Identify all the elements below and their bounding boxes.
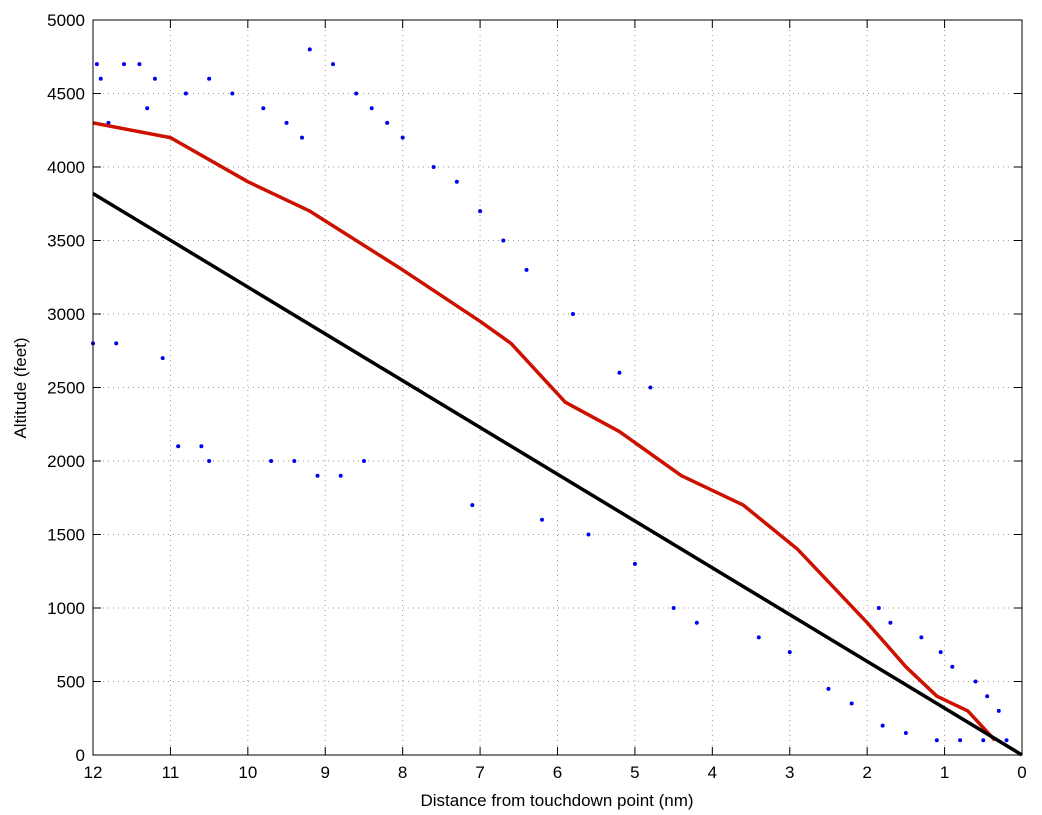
y-tick-label: 1000 (47, 599, 85, 618)
scatter-point (501, 238, 506, 243)
scatter-point (985, 694, 990, 699)
scatter-point (524, 267, 529, 272)
scatter-point (292, 459, 297, 463)
scatter-point (826, 686, 831, 691)
scatter-point (470, 503, 475, 508)
x-tick-label: 0 (1017, 763, 1026, 782)
scatter-point (938, 650, 943, 655)
scatter-point (586, 532, 591, 537)
scatter-point (950, 664, 955, 669)
scatter-point (694, 620, 699, 625)
scatter-point (648, 385, 653, 390)
scatter-point (919, 635, 924, 640)
scatter-point (183, 91, 188, 96)
scatter-point (207, 459, 212, 463)
scatter-point (385, 120, 390, 125)
scatter-point (261, 106, 266, 111)
x-tick-label: 12 (84, 763, 103, 782)
scatter-point (400, 135, 405, 140)
x-tick-label: 3 (785, 763, 794, 782)
scatter-point (540, 517, 545, 522)
x-axis-label: Distance from touchdown point (nm) (420, 791, 693, 810)
scatter-point (478, 209, 483, 214)
x-tick-label: 10 (238, 763, 257, 782)
y-tick-label: 2500 (47, 379, 85, 398)
scatter-point (354, 91, 359, 96)
scatter-point (958, 738, 963, 743)
scatter-point (973, 679, 978, 684)
scatter-point (207, 76, 212, 81)
scatter-point (888, 620, 893, 625)
red-profile-line (92, 121, 997, 742)
line-series (92, 121, 1023, 757)
y-tick-label: 1500 (47, 526, 85, 545)
y-tick-label: 500 (57, 673, 85, 692)
black-trend-line (92, 191, 1023, 757)
y-tick-label: 5000 (47, 11, 85, 30)
scatter-point (369, 106, 374, 111)
scatter-point (114, 341, 119, 346)
y-tick-label: 3500 (47, 232, 85, 251)
scatter-point (876, 606, 881, 610)
x-tick-label: 1 (940, 763, 949, 782)
scatter-point (307, 47, 312, 52)
scatter-point (137, 62, 142, 67)
scatter-point (454, 179, 459, 184)
scatter-point (330, 62, 335, 67)
scatter-point (121, 62, 126, 67)
y-tick-label: 4000 (47, 158, 85, 177)
scatter-point (849, 701, 854, 706)
scatter-point (787, 650, 792, 655)
scatter-series (91, 47, 1009, 743)
scatter-point (160, 356, 165, 361)
scatter-point (431, 165, 436, 169)
scatter-point (1004, 738, 1009, 743)
y-tick-labels: 0 500 1000 1500 2000 2500 3000 3500 4000 4500 5000 (47, 11, 85, 765)
y-tick-label: 2000 (47, 452, 85, 471)
scatter-point (361, 459, 366, 463)
scatter-point (269, 459, 274, 463)
scatter-point (199, 444, 204, 449)
y-axis-label: Altitude (feet) (11, 337, 30, 438)
x-tick-label: 7 (475, 763, 484, 782)
scatter-point (300, 135, 305, 140)
x-tick-label: 9 (321, 763, 330, 782)
scatter-point (996, 708, 1001, 713)
scatter-point (632, 561, 637, 566)
y-tick-label: 3000 (47, 305, 85, 324)
x-tick-label: 8 (398, 763, 407, 782)
scatter-point (176, 444, 181, 449)
scatter-point (152, 76, 157, 81)
scatter-point (934, 738, 939, 743)
scatter-point (284, 120, 289, 125)
scatter-point (617, 370, 622, 375)
x-tick-labels: 12 11 10 9 8 7 6 5 4 3 2 1 0 (84, 763, 1027, 782)
scatter-point (338, 473, 343, 478)
x-tick-label: 2 (862, 763, 871, 782)
scatter-point (903, 730, 908, 735)
axis-ticks (92, 19, 1023, 756)
scatter-point (315, 473, 320, 478)
x-tick-label: 5 (630, 763, 639, 782)
scatter-point (145, 106, 150, 111)
y-tick-label: 0 (76, 746, 85, 765)
y-tick-label: 4500 (47, 85, 85, 104)
scatter-point (880, 723, 885, 728)
scatter-point (230, 91, 235, 96)
scatter-point (756, 635, 761, 640)
scatter-point (98, 76, 103, 81)
x-tick-label: 11 (162, 763, 180, 782)
scatter-point (981, 738, 986, 743)
plot-area (93, 20, 1022, 755)
scatter-point (671, 606, 676, 610)
x-tick-label: 6 (553, 763, 562, 782)
x-tick-label: 4 (708, 763, 717, 782)
scatter-point (94, 62, 99, 67)
scatter-point (570, 312, 575, 316)
